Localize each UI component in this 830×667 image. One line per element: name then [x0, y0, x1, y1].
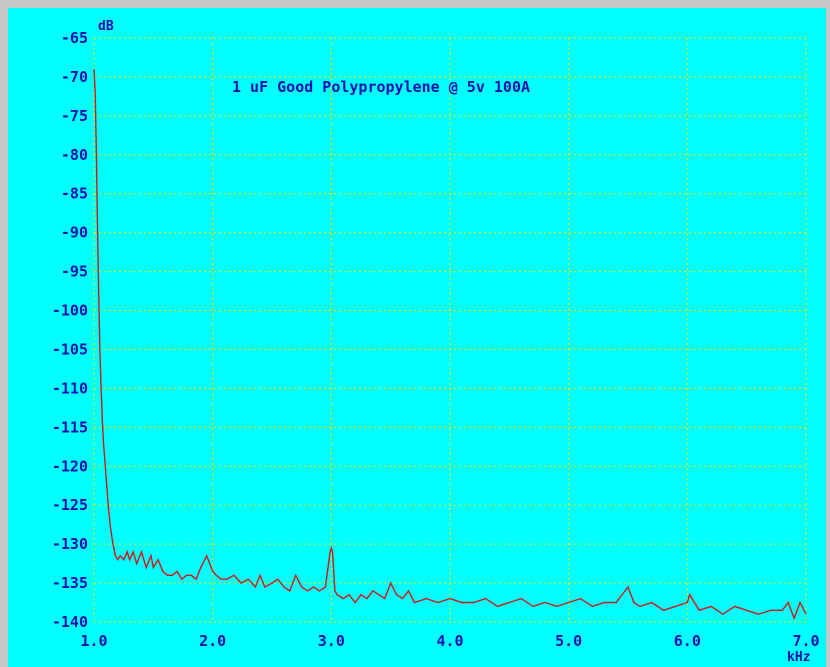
y-tick-label: -70: [61, 68, 88, 86]
y-tick-label: -75: [61, 107, 88, 125]
grid-lines: [93, 37, 807, 623]
y-tick-label: -140: [52, 613, 88, 631]
x-tick-label: 6.0: [674, 632, 701, 650]
chart-title: 1 uF Good Polypropylene @ 5v 100A: [232, 78, 530, 96]
x-tick-label: 5.0: [555, 632, 582, 650]
x-tick-label: 4.0: [436, 632, 463, 650]
y-tick-label: -80: [61, 146, 88, 164]
y-tick-labels: -65 -70 -75 -80 -85 -90 -95 -100 -105 -110 -115 -12…: [52, 29, 88, 631]
y-tick-label: -95: [61, 263, 88, 281]
x-tick-label: 1.0: [80, 632, 107, 650]
x-axis-label: kHz: [787, 650, 810, 665]
spectrum-trace: [93, 69, 807, 621]
spectrum-chart: -65 -70 -75 -80 -85 -90 -95 -100 -105 -110 -115 -12…: [52, 19, 820, 665]
y-tick-label: -105: [52, 340, 88, 358]
y-tick-label: -90: [61, 224, 88, 242]
y-tick-label: -135: [52, 574, 88, 592]
y-axis-label: dB: [98, 19, 114, 34]
x-tick-label: 7.0: [792, 632, 819, 650]
y-tick-label: -100: [52, 302, 88, 320]
y-tick-label: -125: [52, 496, 88, 514]
x-tick-label: 3.0: [318, 632, 345, 650]
y-tick-label: -85: [61, 185, 88, 203]
y-tick-label: -115: [52, 418, 88, 436]
x-tick-label: 2.0: [199, 632, 226, 650]
y-tick-label: -65: [61, 29, 88, 47]
y-tick-label: -110: [52, 379, 88, 397]
y-tick-label: -130: [52, 535, 88, 553]
x-tick-labels: 1.0 2.0 3.0 4.0 5.0 6.0 7.0: [80, 632, 819, 650]
y-tick-label: -120: [52, 457, 88, 475]
plot-area: -65 -70 -75 -80 -85 -90 -95 -100 -105 -110 -115 -12…: [8, 8, 826, 667]
